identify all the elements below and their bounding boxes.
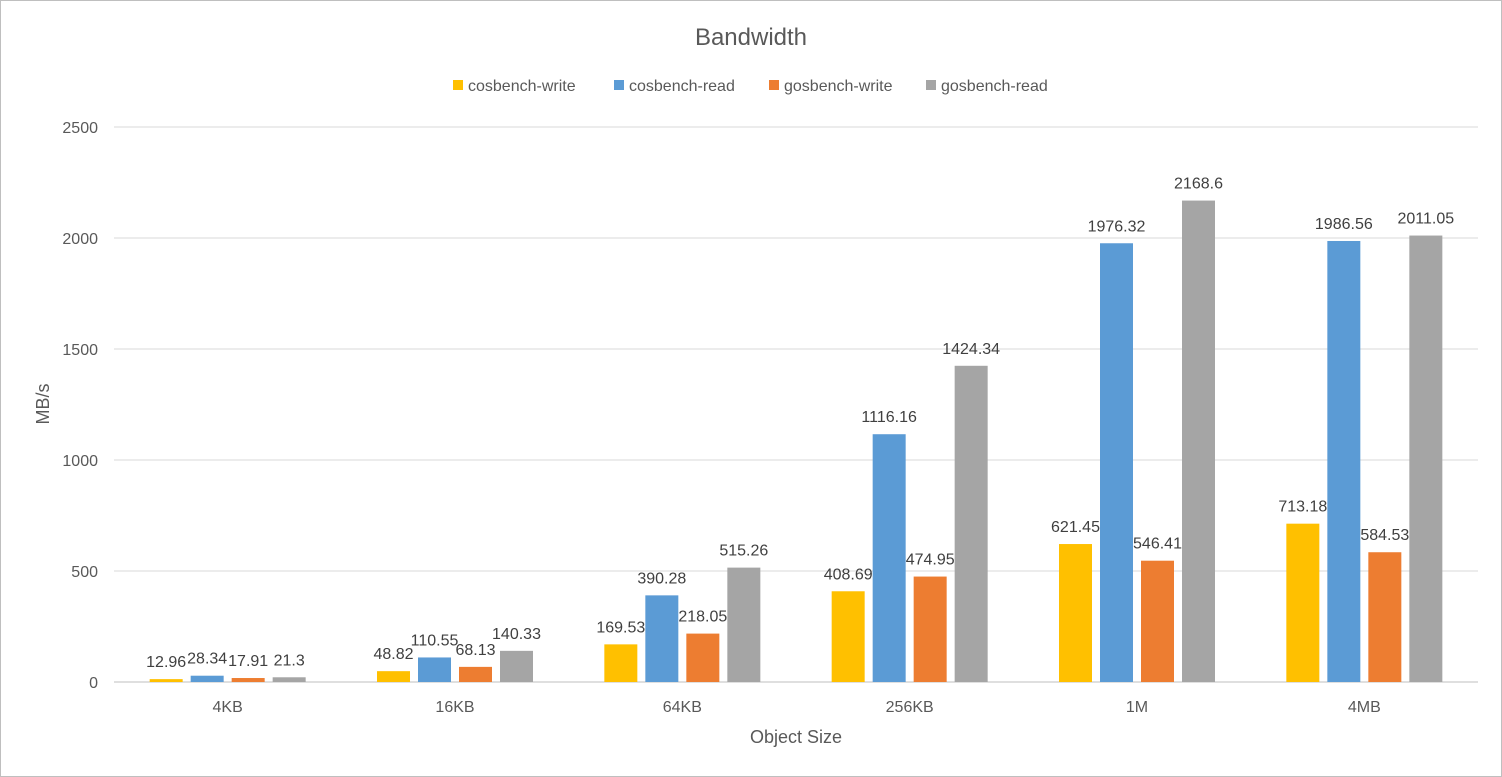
data-labels: 12.96 28.34 17.91 21.3 48.82110.5568.13140.3… <box>146 176 1454 672</box>
bar-cosbench-read-64KB <box>645 595 679 682</box>
y-axis-title: MB/s <box>33 383 53 424</box>
legend-item: gosbench-read <box>941 78 1048 95</box>
data-label: 1976.32 <box>1088 218 1146 235</box>
bar-gosbench-write-4KB <box>231 678 265 682</box>
y-tick-label: 2500 <box>62 120 98 137</box>
data-label: 1986.56 <box>1315 216 1373 233</box>
y-axis-ticks: 0 500 1000 1500 2000 2500 <box>62 120 98 692</box>
data-label: 713.18 <box>1278 499 1327 516</box>
chart-title: Bandwidth <box>695 24 807 51</box>
y-tick-label: 2000 <box>62 231 98 248</box>
legend-swatch <box>453 80 463 90</box>
bar-cosbench-write-1M <box>1059 544 1092 682</box>
x-tick-label: 4MB <box>1348 699 1381 716</box>
y-tick-label: 500 <box>71 564 98 581</box>
bar-cosbench-read-4MB <box>1327 240 1361 682</box>
bar-gosbench-read-256KB <box>954 365 988 682</box>
bars <box>149 200 1443 682</box>
legend-item: cosbench-write <box>468 78 576 95</box>
bar-gosbench-read-4MB <box>1409 235 1443 682</box>
x-tick-label: 16KB <box>435 699 474 716</box>
data-label: 408.69 <box>824 566 873 583</box>
bar-gosbench-write-4MB <box>1368 552 1402 682</box>
data-label: 169.53 <box>596 619 645 636</box>
x-tick-label: 4KB <box>213 699 243 716</box>
bar-gosbench-read-4KB <box>272 677 306 682</box>
legend-item: cosbench-read <box>629 78 735 95</box>
data-label: 1116.16 <box>861 409 917 426</box>
data-label: 68.13 <box>455 642 495 659</box>
x-axis-ticks: 4KB 16KB 64KB 256KB 1M 4MB <box>213 699 1381 716</box>
bar-gosbench-read-1M <box>1182 200 1215 682</box>
bar-cosbench-read-1M <box>1100 243 1133 682</box>
x-axis-title: Object Size <box>750 727 842 747</box>
bar-cosbench-write-64KB <box>604 644 638 682</box>
data-label: 28.34 <box>187 651 227 668</box>
legend-swatch <box>769 80 779 90</box>
bar-cosbench-read-4KB <box>190 675 224 682</box>
data-label: 546.41 <box>1133 536 1182 553</box>
legend-swatch <box>614 80 624 90</box>
data-label: 2011.05 <box>1398 211 1455 228</box>
data-label: 140.33 <box>492 626 541 643</box>
legend-swatch <box>926 80 936 90</box>
bar-gosbench-read-64KB <box>727 567 761 682</box>
data-label: 218.05 <box>678 609 727 626</box>
x-tick-label: 64KB <box>663 699 702 716</box>
bar-gosbench-read-16KB <box>500 650 533 682</box>
data-label: 584.53 <box>1360 527 1409 544</box>
y-tick-label: 0 <box>89 675 98 692</box>
data-label: 621.45 <box>1051 519 1100 536</box>
bar-gosbench-write-64KB <box>686 633 720 682</box>
data-label: 1424.34 <box>942 341 1000 358</box>
data-label: 515.26 <box>719 543 768 560</box>
data-label: 12.96 <box>146 654 186 671</box>
bar-gosbench-write-16KB <box>459 666 492 682</box>
bar-cosbench-read-16KB <box>418 657 451 682</box>
legend: cosbench-write cosbench-read gosbench-writ… <box>453 78 1048 95</box>
y-tick-label: 1000 <box>62 453 98 470</box>
bar-cosbench-write-4MB <box>1286 523 1320 682</box>
gridlines <box>114 126 1478 683</box>
data-label: 21.3 <box>274 652 305 669</box>
bar-cosbench-write-4KB <box>149 679 183 682</box>
data-label: 110.55 <box>411 632 459 649</box>
data-label: 474.95 <box>906 552 955 569</box>
bar-gosbench-write-256KB <box>913 576 947 682</box>
x-tick-label: 1M <box>1126 699 1148 716</box>
data-label: 17.91 <box>228 653 268 670</box>
data-label: 48.82 <box>373 646 413 663</box>
y-tick-label: 1500 <box>62 342 98 359</box>
bar-gosbench-write-1M <box>1141 560 1174 682</box>
x-tick-label: 256KB <box>886 699 934 716</box>
bar-cosbench-write-256KB <box>831 591 865 682</box>
data-label: 390.28 <box>637 570 686 587</box>
legend-item: gosbench-write <box>784 78 893 95</box>
bar-cosbench-write-16KB <box>377 671 410 682</box>
bar-cosbench-read-256KB <box>872 434 906 682</box>
data-label: 2168.6 <box>1174 176 1223 193</box>
